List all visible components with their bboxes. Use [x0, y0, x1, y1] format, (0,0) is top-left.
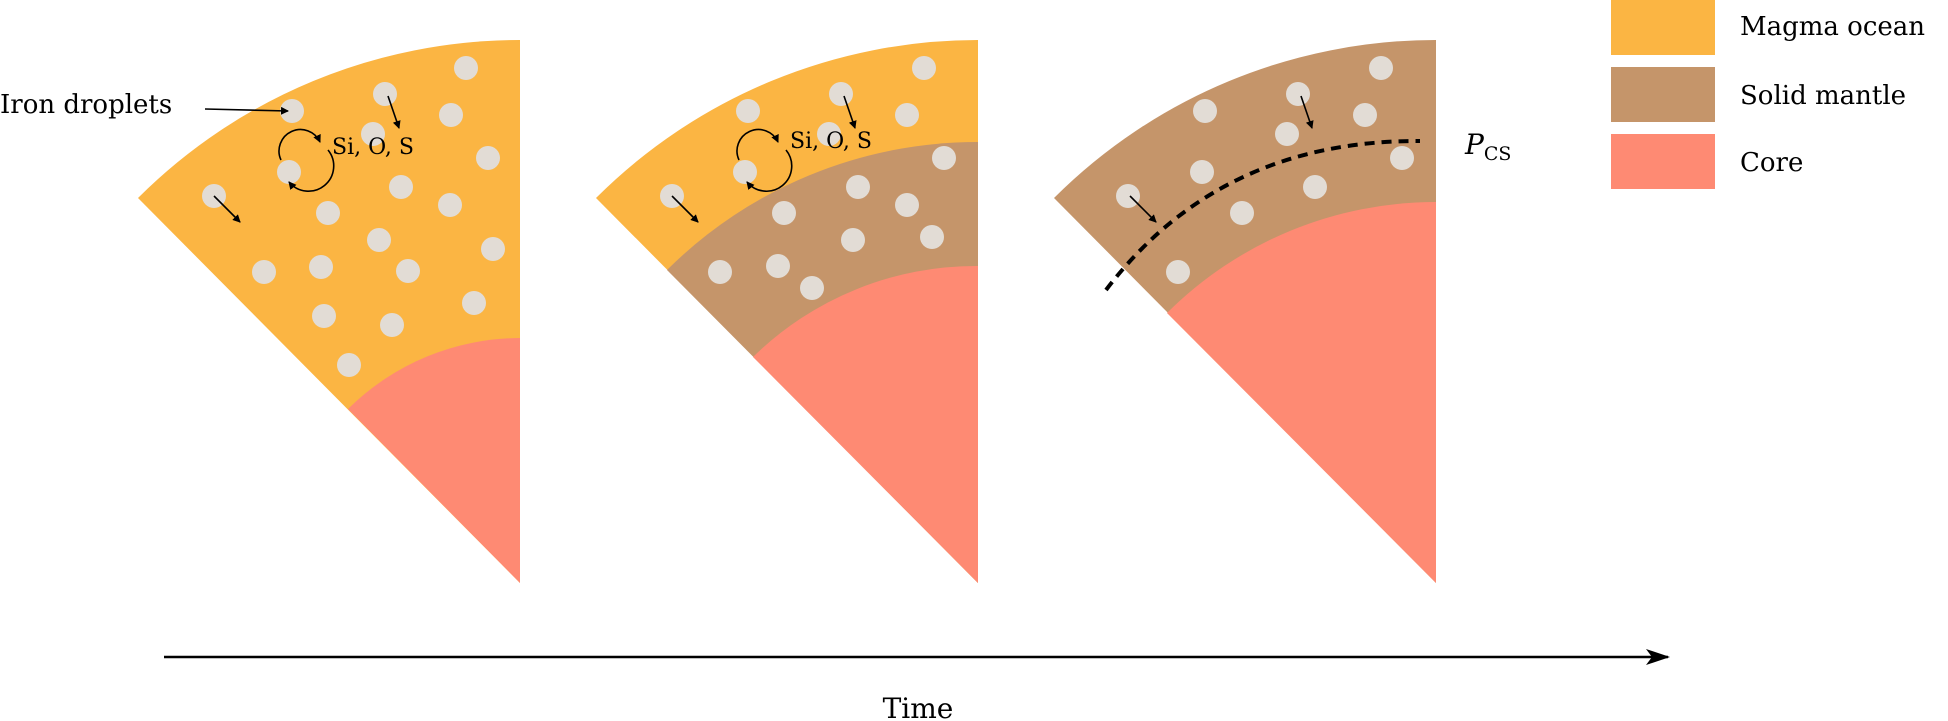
stage-1-exchange-arrow-b — [288, 149, 335, 192]
stage-1-sink-arrow-left — [213, 195, 241, 223]
stage-2-core — [753, 265, 978, 583]
legend-label-core: Core — [1740, 148, 1803, 178]
legend-swatch-magma-ocean — [1611, 0, 1715, 55]
stage-2-sink-arrow-left — [671, 195, 699, 223]
stage-1-exchange-arrow-a — [278, 128, 321, 161]
stage-1-iron-droplets — [202, 56, 505, 377]
pcs-label: PCS — [1464, 128, 1511, 165]
legend-label-solid-mantle: Solid mantle — [1740, 81, 1906, 111]
iron-droplets-pointer — [204, 106, 289, 115]
legend-swatch-core — [1611, 134, 1715, 189]
stage-2-sink-arrow-top — [843, 95, 857, 129]
legend: Magma ocean Solid mantle Core — [1611, 0, 1925, 189]
stage-3-sink-arrow-left — [1129, 195, 1157, 223]
time-label: Time — [883, 692, 954, 721]
stage-3-sink-arrow-top — [1300, 95, 1314, 129]
stage-3-iron-droplets — [1116, 56, 1414, 284]
stage-1-wedge: Si, O, S Iron droplets — [0, 39, 520, 584]
stage-2-exchange-arrow-b — [746, 149, 793, 192]
stage-2-exchange-arrow-a — [736, 128, 779, 161]
elements-label-1: Si, O, S — [332, 135, 414, 160]
time-axis: Time — [164, 649, 1670, 721]
legend-swatch-solid-mantle — [1611, 67, 1715, 122]
elements-label-2: Si, O, S — [790, 129, 872, 154]
iron-droplets-label: Iron droplets — [0, 90, 172, 120]
stage-3-wedge: PCS — [1054, 39, 1511, 584]
legend-label-magma-ocean: Magma ocean — [1740, 12, 1925, 42]
pcs-dashed-boundary — [1104, 138, 1421, 292]
stage-1-core — [348, 338, 520, 583]
stage-2-wedge: Si, O, S — [596, 39, 978, 584]
stage-1-sink-arrow-top — [387, 95, 401, 129]
stage-3-core — [1167, 201, 1436, 584]
